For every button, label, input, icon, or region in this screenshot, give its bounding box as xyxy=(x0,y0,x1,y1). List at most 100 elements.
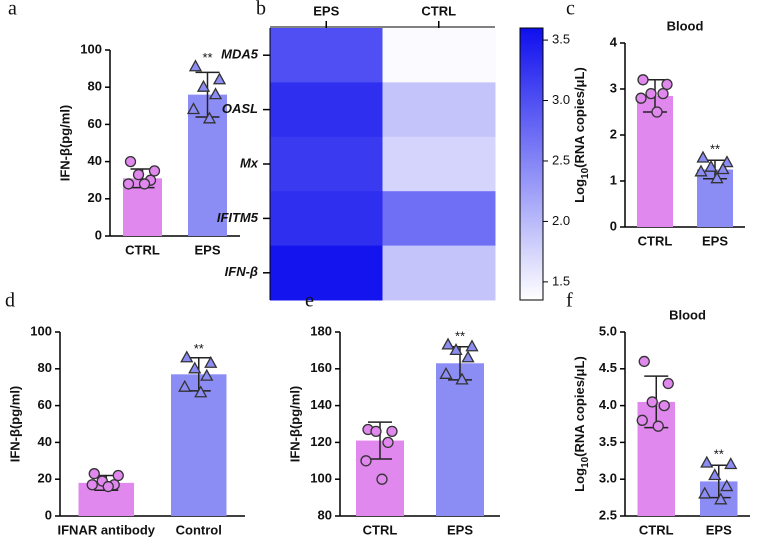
y-label-rest: (RNA copies/μL) xyxy=(572,356,587,457)
data-point xyxy=(638,355,650,368)
data-point xyxy=(637,74,649,86)
y-label-base: Log xyxy=(572,179,587,203)
panel-letter: b xyxy=(256,0,266,20)
panel-letter: e xyxy=(305,290,314,312)
data-point xyxy=(138,178,151,190)
x-tick-label: CTRL xyxy=(363,522,398,537)
data-point xyxy=(186,102,201,115)
data-point xyxy=(439,366,453,379)
data-point xyxy=(376,473,388,485)
data-point xyxy=(645,87,657,100)
y-tick-label: 100 xyxy=(80,41,102,56)
y-tick-label: 40 xyxy=(38,434,52,449)
column-label: CTRL xyxy=(421,3,456,18)
data-point xyxy=(88,468,100,480)
data-point xyxy=(704,159,718,172)
data-point xyxy=(651,106,663,118)
data-point xyxy=(188,59,203,72)
row-label: IFN-β xyxy=(225,264,258,279)
significance: ** xyxy=(714,446,724,461)
data-point xyxy=(202,111,217,124)
heatmap-cell xyxy=(270,28,383,83)
y-label-rest: (RNA copies/μL) xyxy=(572,67,587,168)
data-point xyxy=(382,436,394,449)
column-label: EPS xyxy=(313,3,339,18)
y-tick-label: 20 xyxy=(38,471,52,486)
panel-title: Blood xyxy=(669,307,706,322)
data-point xyxy=(661,78,673,91)
bar xyxy=(171,374,227,516)
y-tick-label: 5.0 xyxy=(599,323,617,338)
panel-letter: f xyxy=(566,290,573,312)
data-point xyxy=(449,343,463,356)
data-point xyxy=(194,385,208,398)
colorbar-tick-label: 2.0 xyxy=(552,213,570,228)
y-tick-label: 140 xyxy=(310,397,332,412)
panel-letter: c xyxy=(566,0,575,20)
data-point xyxy=(698,486,712,499)
y-axis-label: IFN-β(pg/ml) xyxy=(57,105,72,182)
heatmap-cell xyxy=(270,82,383,138)
data-point xyxy=(657,87,669,100)
y-tick-label: 120 xyxy=(310,434,332,449)
data-point xyxy=(200,368,214,381)
y-tick-label: 1 xyxy=(610,172,617,187)
colorbar-tick-label: 2.5 xyxy=(552,152,570,167)
bar xyxy=(637,95,673,228)
y-tick-label: 60 xyxy=(88,116,102,131)
y-tick-label: 80 xyxy=(38,360,52,375)
y-label-sub: 10 xyxy=(580,456,591,468)
data-point xyxy=(188,361,202,374)
heatmap-cell xyxy=(270,245,383,301)
data-point xyxy=(700,455,714,468)
row-label: Mx xyxy=(240,155,259,170)
data-point xyxy=(461,350,475,363)
row-label: IFITM5 xyxy=(217,210,259,225)
data-point xyxy=(716,162,730,175)
data-point xyxy=(122,178,135,190)
data-point xyxy=(196,79,211,92)
y-tick-label: 20 xyxy=(88,190,102,205)
data-point xyxy=(212,72,227,85)
data-point xyxy=(370,425,382,438)
data-point xyxy=(710,171,724,184)
data-point xyxy=(386,425,398,438)
y-tick-label: 3 xyxy=(610,80,617,95)
data-point xyxy=(696,150,710,163)
y-tick-label: 3.0 xyxy=(599,471,617,486)
x-tick-label: Control xyxy=(176,522,222,537)
heatmap-cell xyxy=(270,136,383,192)
y-tick-label: 4 xyxy=(610,34,618,49)
x-tick-label: CTRL xyxy=(125,242,160,257)
x-tick-label: EPS xyxy=(706,522,732,537)
data-point xyxy=(112,469,124,482)
bar xyxy=(436,363,484,516)
colorbar-tick-label: 3.5 xyxy=(552,32,570,47)
y-axis-label: IFN-β(pg/ml) xyxy=(7,386,22,463)
y-tick-label: 0 xyxy=(45,507,52,522)
data-point xyxy=(465,339,479,352)
data-point xyxy=(646,396,658,408)
data-point xyxy=(455,372,469,385)
data-point xyxy=(178,379,192,392)
y-axis-label: Log10(RNA copies/μL) xyxy=(572,356,590,492)
significance: ** xyxy=(455,328,465,343)
heatmap-cell xyxy=(382,136,496,192)
panel-letter: d xyxy=(5,290,15,312)
x-tick-label: EPS xyxy=(702,233,728,248)
data-point xyxy=(204,355,218,368)
data-point xyxy=(724,457,738,470)
y-tick-label: 180 xyxy=(310,323,332,338)
y-tick-label: 0 xyxy=(610,218,617,233)
data-point xyxy=(124,155,137,168)
data-point xyxy=(180,350,194,363)
data-point xyxy=(708,468,722,481)
significance: ** xyxy=(202,50,212,65)
y-tick-label: 100 xyxy=(310,471,332,486)
y-label-base: Log xyxy=(572,468,587,492)
y-tick-label: 4.5 xyxy=(599,360,617,375)
x-tick-label: CTRL xyxy=(638,233,673,248)
y-axis-label: IFN-β(pg/ml) xyxy=(287,386,302,463)
data-point xyxy=(658,399,670,412)
